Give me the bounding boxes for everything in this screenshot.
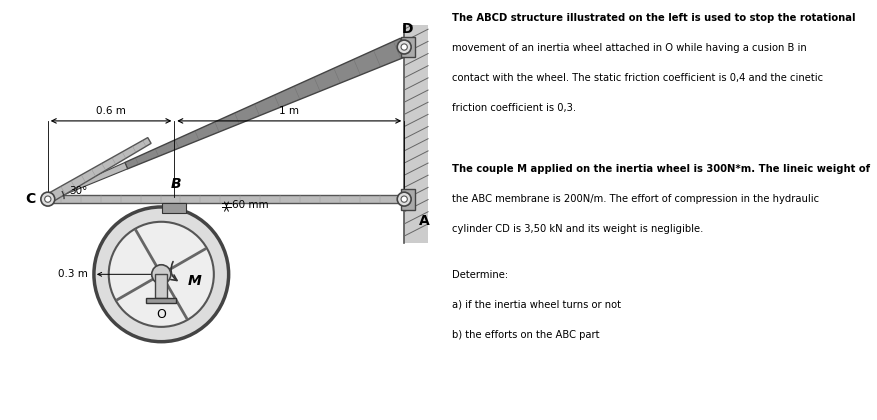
Bar <box>47 195 403 203</box>
Bar <box>155 274 168 298</box>
Text: the ABC membrane is 200N/m. The effort of compression in the hydraulic: the ABC membrane is 200N/m. The effort o… <box>452 194 818 204</box>
Circle shape <box>41 192 54 206</box>
Text: M: M <box>187 274 201 288</box>
Text: 30°: 30° <box>69 186 88 196</box>
Polygon shape <box>46 138 151 203</box>
Text: The couple M applied on the inertia wheel is 300N*m. The lineic weight of: The couple M applied on the inertia whee… <box>452 164 869 174</box>
Text: O: O <box>156 308 166 321</box>
Circle shape <box>109 222 214 327</box>
Text: 1 m: 1 m <box>279 106 299 116</box>
Text: b) the efforts on the ABC part: b) the efforts on the ABC part <box>452 330 599 340</box>
Polygon shape <box>125 38 408 169</box>
Circle shape <box>396 40 410 54</box>
Bar <box>403 25 428 243</box>
Text: B: B <box>171 177 182 192</box>
Text: Determine:: Determine: <box>452 270 508 280</box>
Text: D: D <box>402 22 413 36</box>
Text: The ABCD structure illustrated on the left is used to stop the rotational: The ABCD structure illustrated on the le… <box>452 13 855 23</box>
Text: A: A <box>419 214 430 228</box>
Bar <box>162 203 186 213</box>
FancyBboxPatch shape <box>401 189 415 210</box>
Circle shape <box>396 192 410 206</box>
Text: contact with the wheel. The static friction coefficient is 0,4 and the cinetic: contact with the wheel. The static frict… <box>452 73 823 83</box>
Circle shape <box>152 265 171 284</box>
Circle shape <box>45 196 51 202</box>
Polygon shape <box>47 163 127 201</box>
FancyBboxPatch shape <box>401 37 415 58</box>
Text: a) if the inertia wheel turns or not: a) if the inertia wheel turns or not <box>452 300 621 310</box>
Text: 0.3 m: 0.3 m <box>58 269 88 279</box>
Text: movement of an inertia wheel attached in O while having a cusion B in: movement of an inertia wheel attached in… <box>452 43 806 53</box>
Circle shape <box>401 44 407 50</box>
Text: 0.6 m: 0.6 m <box>96 106 126 116</box>
Text: C: C <box>25 192 36 206</box>
Bar <box>146 298 176 302</box>
Text: 60 mm: 60 mm <box>232 200 268 210</box>
Circle shape <box>401 196 407 202</box>
Text: friction coefficient is 0,3.: friction coefficient is 0,3. <box>452 103 576 113</box>
Text: cylinder CD is 3,50 kN and its weight is negligible.: cylinder CD is 3,50 kN and its weight is… <box>452 224 703 234</box>
Circle shape <box>94 207 228 342</box>
